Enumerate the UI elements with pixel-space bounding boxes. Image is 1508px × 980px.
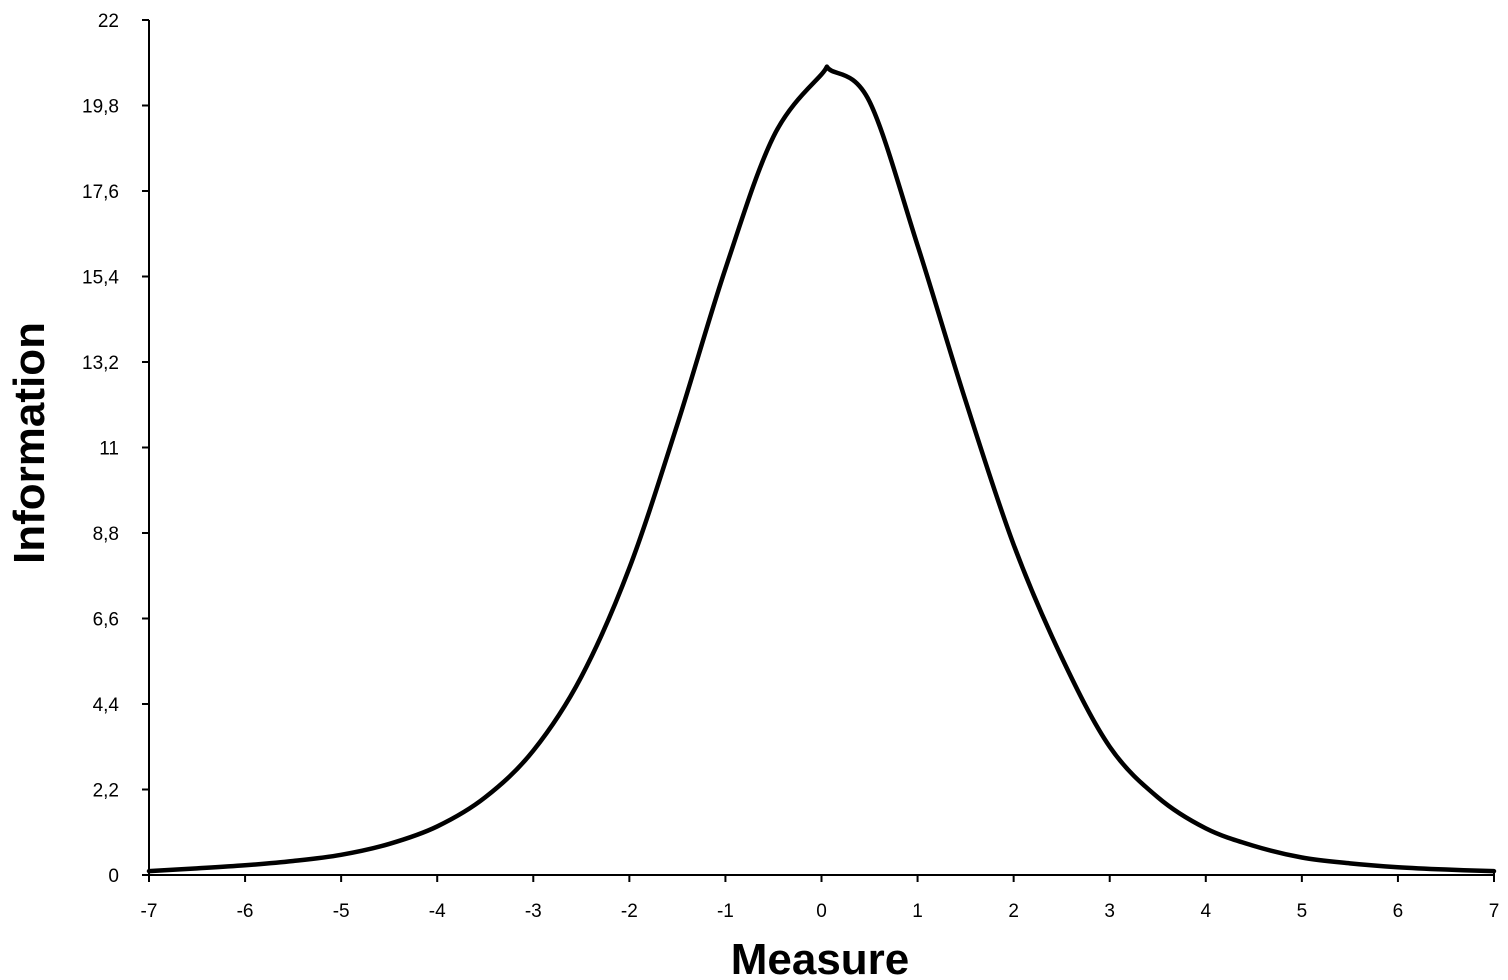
x-axis-title: Measure: [731, 935, 910, 980]
x-axis-ticks: -7 -6 -5 -4 -3 -2 -1 0 1 2 3 4 5 6 7: [141, 875, 1500, 922]
y-axis-ticks: 0 2,2 4,4 6,6 8,8 11 13,2 15,4 17,6 19,8 22: [82, 11, 149, 887]
series-layer: [146, 64, 1497, 874]
y-tick-label: 19,8: [82, 97, 119, 118]
x-tick-label: 4: [1200, 901, 1211, 922]
y-tick-label: 2,2: [93, 781, 119, 802]
y-tick-label: 17,6: [82, 182, 119, 203]
x-tick-label: 6: [1393, 901, 1404, 922]
x-tick-label: 2: [1008, 901, 1019, 922]
x-tick-label: -6: [237, 901, 254, 922]
x-tick-label: -4: [429, 901, 446, 922]
information-curve-line: [146, 64, 1497, 874]
x-tick-label: 0: [816, 901, 827, 922]
x-tick-label: -5: [333, 901, 350, 922]
y-tick-label: 0: [108, 866, 119, 887]
y-tick-label: 13,2: [82, 353, 119, 374]
plot-area: 0 2,2 4,4 6,6 8,8 11 13,2 15,4 17,6 19,8 22 -7 -6 -5…: [82, 11, 1499, 922]
y-tick-label: 6,6: [93, 610, 119, 631]
x-tick-label: -3: [525, 901, 542, 922]
y-tick-label: 11: [99, 439, 119, 460]
y-tick-label: 8,8: [93, 524, 119, 545]
x-tick-label: 7: [1489, 901, 1500, 922]
x-tick-label: 3: [1104, 901, 1115, 922]
x-tick-label: -2: [621, 901, 638, 922]
y-axis-title: Information: [5, 322, 54, 564]
y-tick-label: 4,4: [93, 695, 120, 716]
x-tick-label: -7: [141, 901, 158, 922]
x-tick-label: 5: [1297, 901, 1308, 922]
x-tick-label: 1: [912, 901, 923, 922]
x-tick-label: -1: [717, 901, 734, 922]
y-tick-label: 22: [98, 11, 119, 32]
y-tick-label: 15,4: [82, 268, 119, 289]
